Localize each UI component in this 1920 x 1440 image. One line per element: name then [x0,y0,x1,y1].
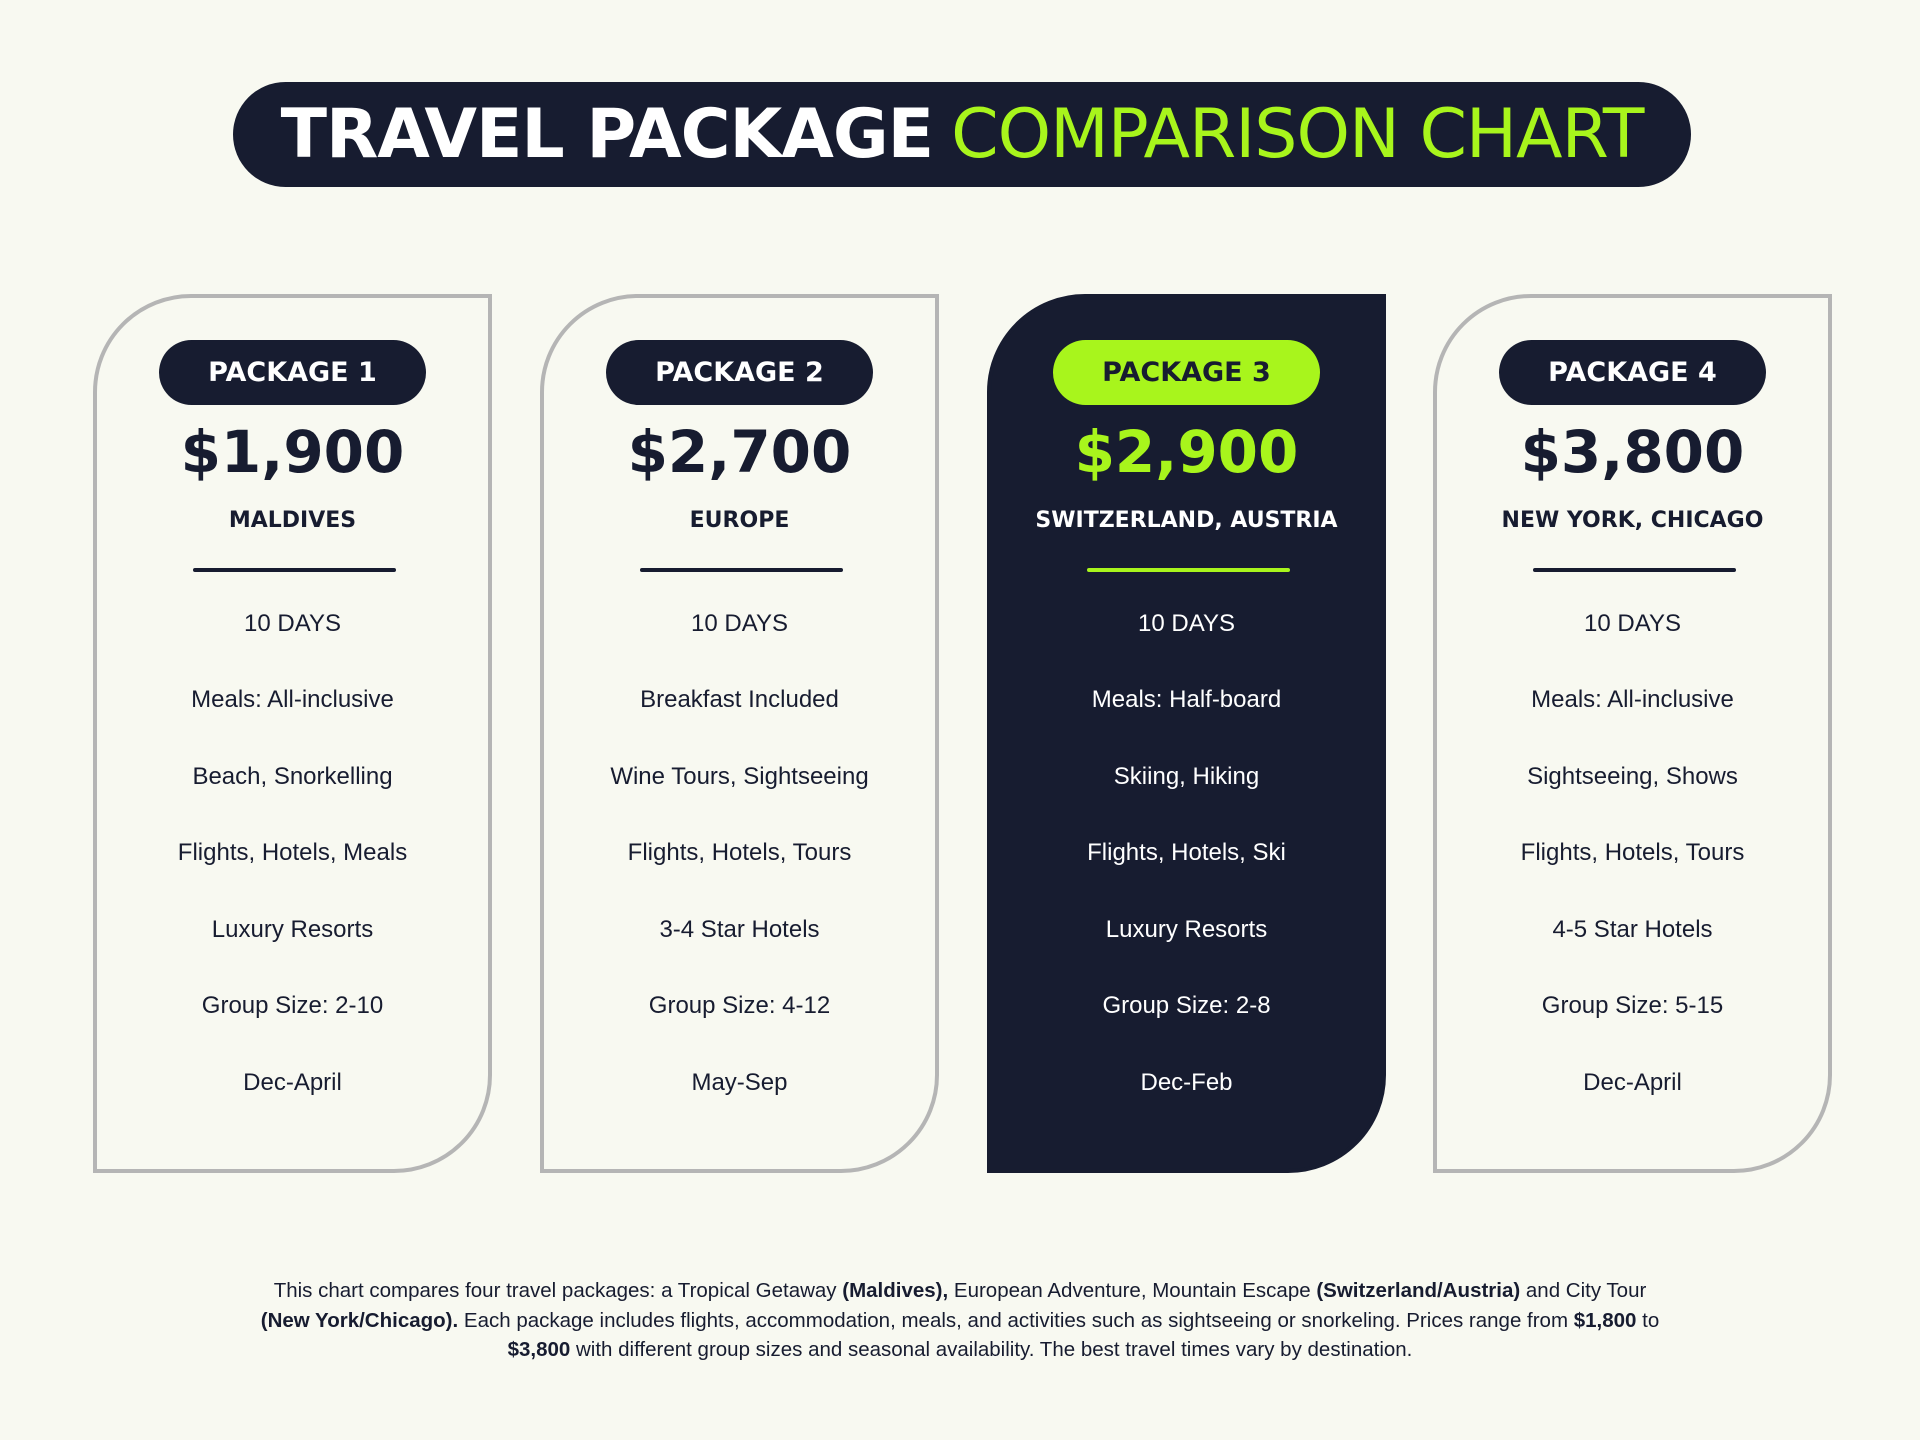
package-feature: Sightseeing, Shows [1527,763,1738,790]
divider [1533,568,1736,572]
package-card-2: PACKAGE 2 $2,700 EUROPE 10 DAYS Breakfast… [540,294,939,1173]
package-feature: Flights, Hotels, Meals [177,839,408,866]
package-badge: PACKAGE 2 [606,340,873,405]
footer-segment: $3,800 [507,1338,571,1361]
package-feature: Group Size: 2-8 [1102,992,1271,1019]
divider [193,568,396,572]
package-feature: Group Size: 5-15 [1541,992,1724,1019]
package-destination: MALDIVES [228,508,357,533]
package-feature: Luxury Resorts [1105,916,1268,943]
package-feature: 3-4 Star Hotels [659,916,820,943]
package-feature: 10 DAYS [244,610,341,637]
package-feature: Group Size: 4-12 [648,992,831,1019]
package-feature: Breakfast Included [640,686,839,713]
package-feature: Dec-Feb [1140,1069,1233,1096]
package-price: $1,900 [180,418,405,486]
package-destination: NEW YORK, CHICAGO [1501,508,1764,533]
package-feature: 10 DAYS [1584,610,1681,637]
package-feature: Flights, Hotels, Ski [1087,839,1286,866]
footer-segment: (Switzerland/Austria) [1316,1279,1521,1302]
package-feature: Skiing, Hiking [1113,763,1260,790]
footer-segment: European Adventure, Mountain Escape [948,1279,1317,1302]
package-feature: Flights, Hotels, Tours [1520,839,1745,866]
divider [640,568,843,572]
footer-segment: and City Tour [1520,1279,1647,1302]
footer-segment: (Maldives), [842,1279,949,1302]
package-destination: EUROPE [689,508,790,533]
package-feature: May-Sep [691,1069,788,1096]
package-feature: Beach, Snorkelling [192,763,393,790]
package-price: $3,800 [1520,418,1745,486]
footer-segment: $1,800 [1573,1308,1637,1332]
package-feature: Meals: Half-board [1091,686,1282,713]
package-feature: Luxury Resorts [211,916,374,943]
footer-segment: (New York/Chicago). [260,1308,459,1332]
package-feature: Dec-April [1583,1069,1682,1096]
package-card-1: PACKAGE 1 $1,900 MALDIVES 10 DAYS Meals: … [93,294,492,1173]
divider [1087,568,1290,572]
package-feature: Wine Tours, Sightseeing [610,763,869,790]
package-badge: PACKAGE 3 [1053,340,1320,405]
package-feature: 10 DAYS [1138,610,1235,637]
package-price: $2,900 [1074,418,1299,486]
page-title: TRAVEL PACKAGE COMPARISON CHART [233,82,1691,187]
package-destination: SWITZERLAND, AUSTRIA [1035,508,1338,533]
package-feature: Flights, Hotels, Tours [627,839,852,866]
footer-segment: with different group sizes and seasonal … [570,1338,1413,1361]
footer-description: This chart compares four travel packages… [260,1276,1660,1365]
package-card-4: PACKAGE 4 $3,800 NEW YORK, CHICAGO 10 DA… [1433,294,1832,1173]
title-part-1: TRAVEL PACKAGE [280,95,935,174]
package-badge: PACKAGE 4 [1499,340,1766,405]
footer-segment: to [1636,1308,1660,1332]
footer-segment: This chart compares four travel packages… [273,1279,843,1302]
footer-segment: Each package includes flights, accommoda… [458,1308,1574,1332]
title-part-2: COMPARISON CHART [951,95,1644,174]
package-feature: Group Size: 2-10 [201,992,384,1019]
package-card-3: PACKAGE 3 $2,900 SWITZERLAND, AUSTRIA 10… [987,294,1386,1173]
package-feature: Meals: All-inclusive [191,686,394,713]
package-price: $2,700 [627,418,852,486]
package-badge: PACKAGE 1 [159,340,426,405]
package-feature: 4-5 Star Hotels [1552,916,1713,943]
package-feature: Meals: All-inclusive [1531,686,1734,713]
package-feature: Dec-April [243,1069,342,1096]
package-feature: 10 DAYS [691,610,788,637]
